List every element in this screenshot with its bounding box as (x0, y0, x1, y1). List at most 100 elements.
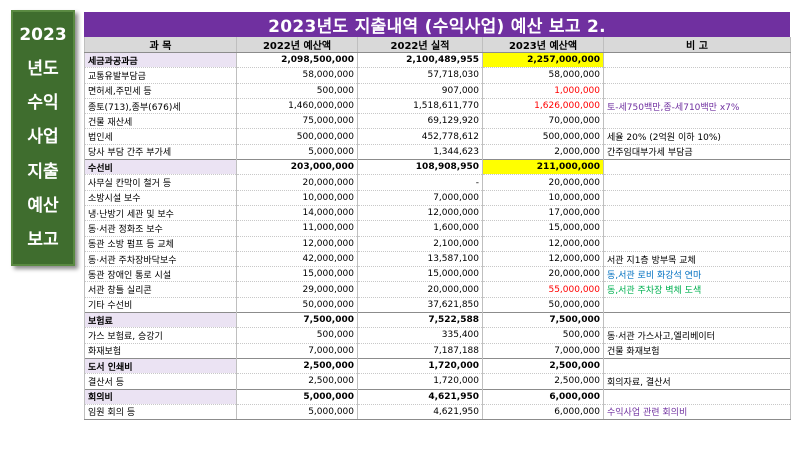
cell-budget-2022: 5,000,000 (236, 404, 358, 421)
cell-budget-2023: 2,500,000 (482, 373, 604, 390)
table-row: 건물 재산세 75,000,000 69,129,920 70,000,000 (84, 113, 791, 130)
cell-budget-2022: 50,000,000 (236, 297, 358, 314)
budget-table: 과 목 2022년 예산액 2022년 실적 2023년 예산액 비 고 세금과… (84, 37, 791, 421)
table-row: 동·서관 주차장바닥보수 42,000,000 13,587,100 12,000,0… (84, 251, 791, 268)
cell-remarks: 회의자료, 결산서 (603, 373, 791, 390)
table-category-row: 도서 인쇄비 2,500,000 1,720,000 2,500,000 (84, 357, 791, 375)
cell-subject: 법인세 (84, 128, 237, 145)
table-category-row: 회의비 5,000,000 4,621,950 6,000,000 (84, 388, 791, 405)
cell-budget-2023: 12,000,000 (482, 236, 604, 252)
cell-budget-2022: 2,500,000 (236, 357, 358, 375)
cell-subject: 기타 수선비 (84, 297, 237, 314)
cell-budget-2022: 500,000 (236, 327, 358, 344)
table-category-row: 수선비 203,000,000 108,908,950 211,000,000 (84, 159, 791, 176)
table-row: 교통유발부담금 58,000,000 57,718,030 58,000,000 (84, 67, 791, 84)
table-row: 법인세 500,000,000 452,778,612 500,000,000 세율 2… (84, 128, 791, 145)
cell-subject: 사무실 칸막이 철거 등 (84, 174, 237, 191)
cell-budget-2023: 20,000,000 (482, 266, 604, 283)
cell-budget-2022: 5,000,000 (236, 144, 358, 161)
cell-remarks: 세율 20% (2억원 이하 10%) (603, 128, 791, 145)
cell-actual-2022: 7,522,588 (357, 312, 483, 329)
cell-actual-2022: 1,600,000 (357, 220, 483, 237)
cell-budget-2023: 55,000,000 (482, 281, 604, 298)
cell-remarks (603, 113, 791, 130)
table-row: 면허세,주민세 등 500,000 907,000 1,000,000 (84, 83, 791, 99)
table-row: 임원 회의 등 5,000,000 4,621,950 6,000,000 수익사업 관… (84, 404, 791, 421)
cell-budget-2023: 7,000,000 (482, 343, 604, 359)
cell-budget-2023: 6,000,000 (482, 388, 604, 405)
cell-remarks (603, 190, 791, 206)
table-category-row: 보험료 7,500,000 7,522,588 7,500,000 (84, 312, 791, 329)
table-row: 화재보험 7,000,000 7,187,188 7,000,000 건물 화재보험 (84, 343, 791, 359)
table-row: 동관 소방 펌프 등 교체 12,000,000 2,100,000 12,000,0… (84, 236, 791, 252)
cell-remarks (603, 236, 791, 252)
table-row: 사무실 칸막이 철거 등 20,000,000-20,000,000 (84, 174, 791, 191)
cell-actual-2022: - (357, 174, 483, 191)
table-header-row: 과 목 2022년 예산액 2022년 실적 2023년 예산액 비 고 (84, 37, 791, 53)
cell-actual-2022: 69,129,920 (357, 113, 483, 130)
header-budget-2023: 2023년 예산액 (482, 37, 604, 53)
cell-actual-2022: 1,344,623 (357, 144, 483, 161)
cell-budget-2023: 70,000,000 (482, 113, 604, 130)
cell-budget-2022: 42,000,000 (236, 251, 358, 268)
cell-remarks: 동,서관 로비 화강석 연마 (603, 266, 791, 283)
table-row: 동관 장애인 통로 시설 15,000,000 15,000,000 20,000,0… (84, 266, 791, 283)
cell-subject: 종토(713),종부(676)세 (84, 98, 237, 115)
cell-remarks (603, 220, 791, 237)
cell-subject: 회의비 (84, 388, 237, 405)
cell-budget-2023: 211,000,000 (482, 159, 604, 176)
cell-budget-2022: 10,000,000 (236, 190, 358, 206)
cell-budget-2022: 7,000,000 (236, 343, 358, 359)
cell-budget-2023: 2,000,000 (482, 144, 604, 161)
table-category-row: 세금과공과금 2,098,500,000 2,100,489,955 2,257,00… (84, 51, 791, 69)
cell-budget-2022: 12,000,000 (236, 236, 358, 252)
cell-subject: 임원 회의 등 (84, 404, 237, 421)
table-row: 기타 수선비 50,000,000 37,621,850 50,000,000 (84, 297, 791, 314)
cell-actual-2022: 1,720,000 (357, 373, 483, 390)
cell-budget-2022: 5,000,000 (236, 388, 358, 405)
cell-budget-2023: 58,000,000 (482, 67, 604, 84)
cell-budget-2022: 29,000,000 (236, 281, 358, 298)
cell-budget-2022: 2,500,000 (236, 373, 358, 390)
cell-budget-2022: 58,000,000 (236, 67, 358, 84)
cell-remarks: 토-세750백만,종-세710백만 x7% (603, 98, 791, 115)
cell-actual-2022: 1,720,000 (357, 357, 483, 375)
cell-actual-2022: 452,778,612 (357, 128, 483, 145)
cell-subject: 보험료 (84, 312, 237, 329)
side-label-line: 년도 (27, 58, 59, 79)
cell-actual-2022: 2,100,489,955 (357, 51, 483, 69)
cell-actual-2022: 907,000 (357, 83, 483, 99)
header-subject: 과 목 (84, 37, 237, 53)
cell-budget-2022: 14,000,000 (236, 205, 358, 222)
cell-budget-2023: 2,500,000 (482, 357, 604, 375)
cell-actual-2022: 20,000,000 (357, 281, 483, 298)
cell-budget-2022: 500,000 (236, 83, 358, 99)
cell-remarks (603, 159, 791, 176)
cell-budget-2022: 11,000,000 (236, 220, 358, 237)
side-label-line: 수익 (27, 93, 59, 114)
table-row: 당사 부담 간주 부가세 5,000,000 1,344,623 2,000,000 간… (84, 144, 791, 161)
cell-actual-2022: 7,000,000 (357, 190, 483, 206)
cell-remarks: 동·서관 가스사고,엘리베이터 (603, 327, 791, 344)
cell-remarks: 수익사업 관련 회의비 (603, 404, 791, 421)
side-label-panel: 2023 년도 수익 사업 지출 예산 보고 (11, 10, 75, 266)
cell-subject: 세금과공과금 (84, 51, 237, 69)
cell-remarks (603, 174, 791, 191)
cell-budget-2023: 500,000 (482, 327, 604, 344)
cell-budget-2022: 203,000,000 (236, 159, 358, 176)
cell-remarks (603, 205, 791, 222)
cell-remarks (603, 297, 791, 314)
cell-actual-2022: 335,400 (357, 327, 483, 344)
header-budget-2022: 2022년 예산액 (236, 37, 358, 53)
cell-remarks (603, 51, 791, 69)
cell-actual-2022: 2,100,000 (357, 236, 483, 252)
table-row: 가스 보험료, 승강기 500,000 335,400 500,000 동·서관 가스사… (84, 327, 791, 344)
cell-budget-2023: 10,000,000 (482, 190, 604, 206)
cell-actual-2022: 13,587,100 (357, 251, 483, 268)
cell-budget-2023: 500,000,000 (482, 128, 604, 145)
cell-remarks (603, 357, 791, 375)
cell-actual-2022: 12,000,000 (357, 205, 483, 222)
cell-actual-2022: 57,718,030 (357, 67, 483, 84)
cell-actual-2022: 4,621,950 (357, 404, 483, 421)
cell-budget-2023: 15,000,000 (482, 220, 604, 237)
